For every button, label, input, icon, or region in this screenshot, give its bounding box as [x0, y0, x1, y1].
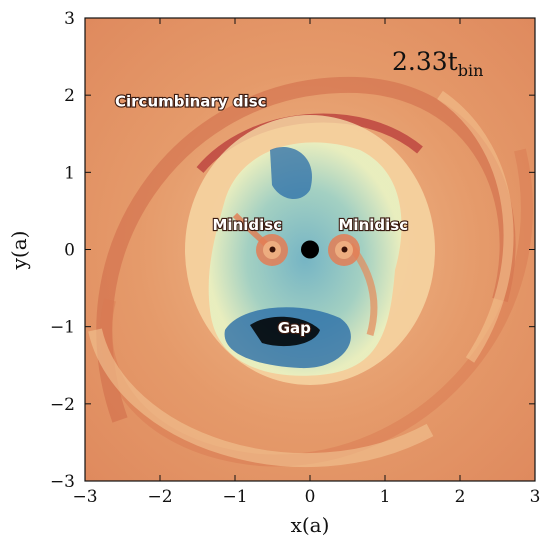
- x-tick-label: −3: [72, 487, 97, 507]
- barycenter-marker: [301, 240, 319, 259]
- x-tick-label: 3: [530, 487, 541, 507]
- time-label: 2.33tbin: [392, 47, 483, 80]
- y-tick-label: −3: [50, 472, 75, 492]
- binary-markers: [269, 240, 348, 259]
- y-tick-label: 1: [64, 163, 75, 183]
- svg-text:2.33tbin: 2.33tbin: [392, 47, 483, 80]
- y-tick-label: −1: [50, 318, 75, 338]
- y-tick-label: 3: [64, 9, 75, 29]
- annotations: Circumbinary disc Minidisc Minidisc Gap: [114, 92, 409, 338]
- x-tick-label: −2: [147, 487, 172, 507]
- y-tick-label: 2: [64, 86, 75, 106]
- annotation-label: Gap: [278, 319, 311, 337]
- annotation-label: Minidisc: [213, 216, 283, 234]
- y-tick-label: 0: [64, 241, 75, 261]
- heatmap-image: [85, 18, 535, 481]
- annotation-label: Minidisc: [339, 216, 409, 234]
- x-axis-label: x(a): [291, 513, 330, 537]
- y-tick-label: −2: [50, 395, 75, 415]
- x-tick-label: 1: [380, 487, 391, 507]
- annotation-label: Circumbinary disc: [115, 93, 267, 111]
- star-marker: [269, 246, 276, 253]
- x-tick-label: −1: [222, 487, 247, 507]
- x-tick-label: 2: [455, 487, 466, 507]
- axis-ticks: −3 −2 −1 0 1 2 3 −3 −2 −1 0 1 2 3: [50, 9, 540, 507]
- y-axis-label: y(a): [7, 231, 31, 271]
- star-marker: [341, 246, 348, 253]
- time-label-main: 2.33t: [392, 47, 458, 76]
- x-tick-label: 0: [305, 487, 316, 507]
- time-label-sub: bin: [458, 61, 484, 80]
